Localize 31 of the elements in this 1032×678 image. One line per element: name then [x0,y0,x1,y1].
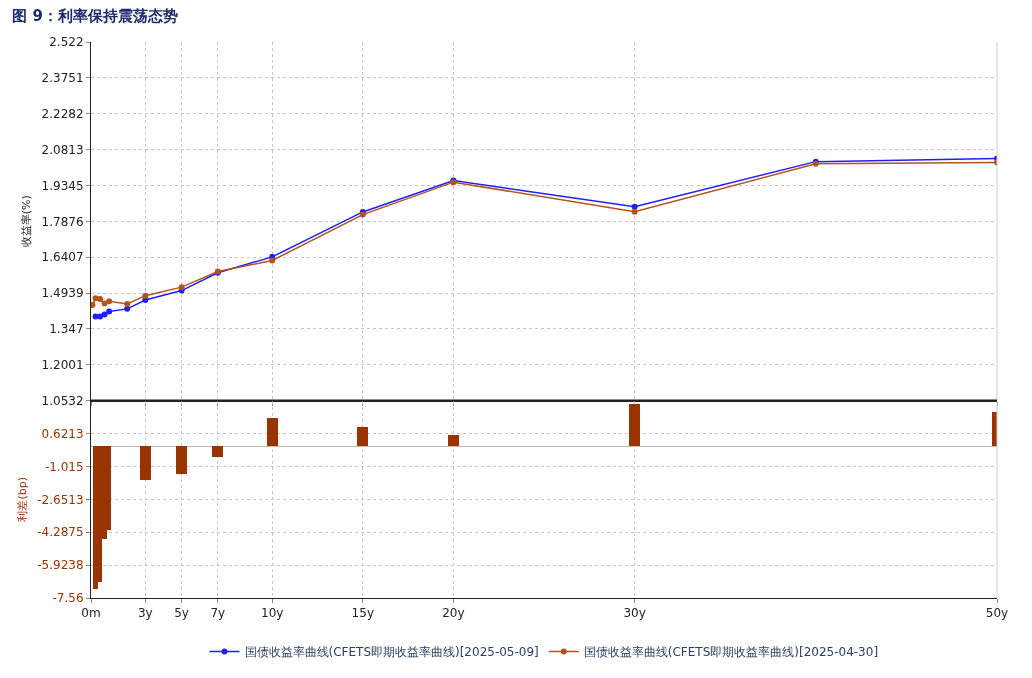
y-tick-label: 2.522 [49,35,84,50]
x-tick-label: 5y [174,606,189,621]
x-tick-label: 0m [81,606,101,621]
y-axis-title: 利差(bp) [15,477,29,522]
y-tick-label: 2.3751 [41,71,84,86]
y-axis-title: 收益率(%) [20,195,34,248]
y-tick-label: 1.9345 [41,178,84,193]
x-tick-label: 30y [623,606,646,621]
y-tick-label: 1.2001 [41,357,84,372]
y-tick-label: 1.4939 [41,286,84,301]
legend-label: 国债收益率曲线(CFETS即期收益率曲线)[2025-04-30] [583,645,879,660]
x-tick-label: 7y [210,606,226,621]
x-tick-label: 15y [351,606,374,621]
legend-label: 国债收益率曲线(CFETS即期收益率曲线)[2025-05-09] [244,645,539,660]
y-tick-label: 1.6407 [41,250,84,265]
y-tick-label: 1.7876 [41,214,84,229]
x-tick-label: 50y [985,606,1009,621]
y-tick-label: 2.2282 [41,106,84,121]
y-tick-label: -5.9238 [37,558,84,573]
y-tick-label: 1.0532 [41,393,84,408]
y-tick-label: 2.0813 [41,142,84,157]
x-tick-label: 3y [137,606,153,621]
y-tick-label: -7.56 [52,591,84,606]
y-tick-label: -4.2875 [37,525,84,540]
x-tick-label: 20y [442,606,465,621]
y-tick-label: 1.347 [49,322,84,337]
y-tick-label: 0.6213 [41,426,84,441]
chart-title: 图 9：利率保持震荡态势 [12,6,179,25]
x-tick-label: 10y [261,606,284,621]
y-tick-label: -2.6513 [37,492,84,507]
y-tick-label: -1.015 [44,459,84,474]
